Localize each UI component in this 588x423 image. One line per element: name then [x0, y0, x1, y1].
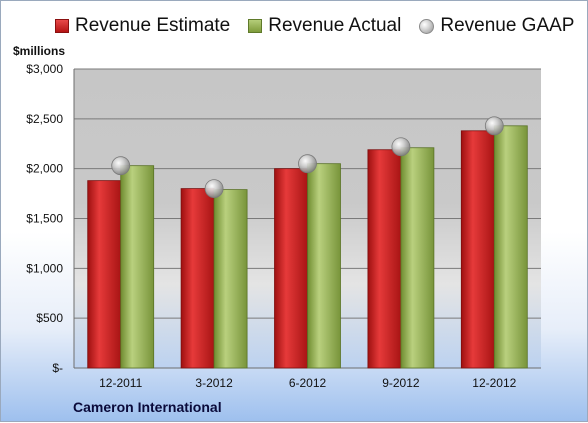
y-tick-label: $3,000	[26, 62, 63, 76]
y-tick-label: $2,500	[26, 112, 63, 126]
gaap-layer	[111, 116, 504, 199]
point-revenue-gaap	[204, 179, 224, 199]
legend-item-actual: Revenue Actual	[248, 15, 401, 37]
y-tick-label: $500	[36, 311, 63, 325]
y-tick-label: $2,000	[26, 162, 63, 176]
bar-revenue-actual	[493, 125, 528, 369]
legend-swatch-gaap	[419, 18, 435, 34]
y-tick-label: $1,500	[26, 212, 63, 226]
x-tick-label: 6-2012	[289, 376, 327, 390]
x-tick-label: 12-2011	[99, 376, 142, 390]
y-axis-units-label: $millions	[13, 44, 66, 58]
bar-revenue-estimate	[367, 149, 402, 369]
bar-revenue-actual	[400, 147, 435, 369]
x-tick-label: 3-2012	[195, 376, 233, 390]
bars-layer	[87, 125, 528, 369]
bar-revenue-estimate	[87, 180, 122, 369]
legend-label-actual: Revenue Actual	[268, 15, 402, 36]
legend-label-estimate: Revenue Estimate	[75, 15, 231, 36]
bar-revenue-actual	[307, 163, 341, 369]
legend-swatch-estimate	[55, 19, 69, 33]
point-revenue-gaap	[484, 116, 504, 136]
legend-label-gaap: Revenue GAAP	[440, 15, 575, 36]
legend-item-gaap: Revenue GAAP	[419, 15, 574, 37]
point-revenue-gaap	[298, 154, 317, 174]
x-tick-label: 9-2012	[382, 376, 420, 390]
point-revenue-gaap	[111, 156, 131, 176]
bar-revenue-actual	[120, 165, 155, 369]
legend-swatch-actual	[248, 19, 263, 33]
point-revenue-gaap	[391, 137, 411, 157]
legend: Revenue Estimate Revenue Actual Revenue …	[55, 15, 588, 37]
bar-revenue-estimate	[460, 130, 495, 369]
company-name: Cameron International	[73, 399, 222, 415]
bar-revenue-actual	[213, 189, 248, 369]
y-tick-labels: $- $500 $1,000 $1,500 $2,000 $2,500 $3,000	[26, 62, 63, 375]
legend-item-estimate: Revenue Estimate	[55, 15, 230, 37]
bar-revenue-estimate	[274, 168, 308, 369]
x-tick-labels: 12-2011 3-2012 6-2012 9-2012 12-2012	[99, 376, 517, 390]
x-tick-label: 12-2012	[472, 376, 516, 390]
bar-revenue-estimate	[180, 188, 215, 369]
y-tick-label: $1,000	[26, 261, 63, 275]
y-tick-label: $-	[52, 361, 63, 375]
